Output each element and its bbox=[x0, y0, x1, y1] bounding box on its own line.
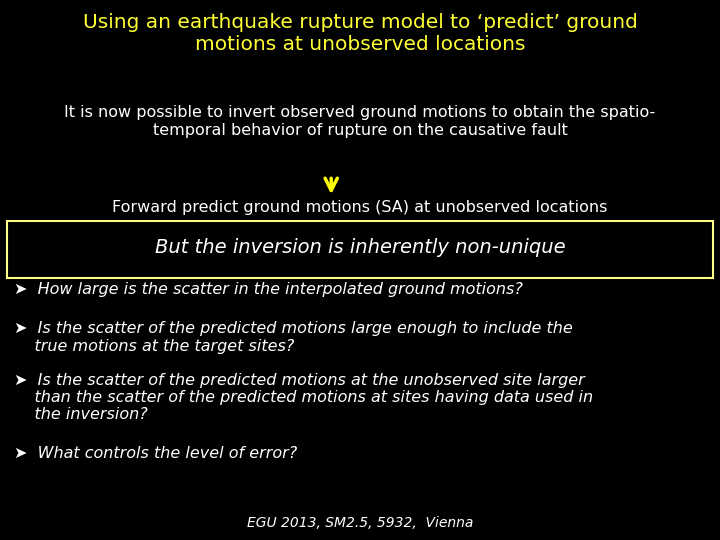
Text: But the inversion is inherently non-unique: But the inversion is inherently non-uniq… bbox=[155, 238, 565, 256]
Text: ➤  How large is the scatter in the interpolated ground motions?: ➤ How large is the scatter in the interp… bbox=[14, 282, 523, 297]
Text: EGU 2013, SM2.5, 5932,  Vienna: EGU 2013, SM2.5, 5932, Vienna bbox=[247, 516, 473, 530]
Text: ➤  Is the scatter of the predicted motions large enough to include the
    true : ➤ Is the scatter of the predicted motion… bbox=[14, 321, 573, 354]
Text: Using an earthquake rupture model to ‘predict’ ground
motions at unobserved loca: Using an earthquake rupture model to ‘pr… bbox=[83, 14, 637, 55]
Text: Forward predict ground motions (SA) at unobserved locations: Forward predict ground motions (SA) at u… bbox=[112, 200, 608, 215]
Text: ➤  Is the scatter of the predicted motions at the unobserved site larger
    tha: ➤ Is the scatter of the predicted motion… bbox=[14, 373, 593, 422]
Text: It is now possible to invert observed ground motions to obtain the spatio-
tempo: It is now possible to invert observed gr… bbox=[64, 105, 656, 138]
FancyBboxPatch shape bbox=[7, 221, 713, 278]
Text: ➤  What controls the level of error?: ➤ What controls the level of error? bbox=[14, 446, 297, 461]
